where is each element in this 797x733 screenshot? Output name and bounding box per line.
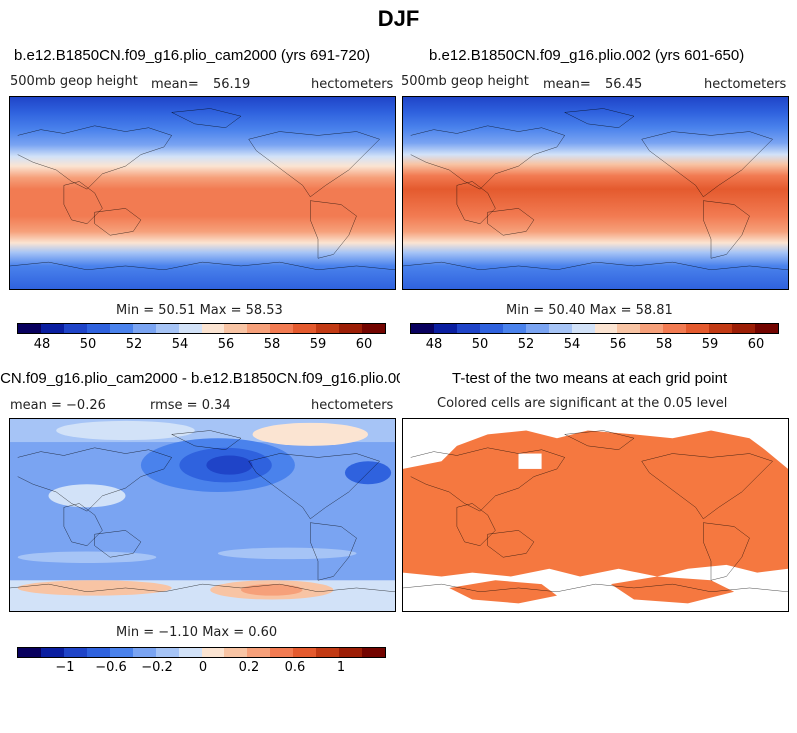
diff-tick: −0.2 <box>141 660 173 675</box>
panel-a-tick: 52 <box>125 337 143 352</box>
panel-b-mean: 56.45 <box>605 77 643 92</box>
panel-a-mean: 56.19 <box>213 77 251 92</box>
panel-b-tick: 56 <box>609 337 627 352</box>
panel-a-units: hectometers <box>311 77 394 92</box>
panel-b-tick: 60 <box>747 337 765 352</box>
diff-tick: 0.2 <box>238 660 260 675</box>
panel-b-tick: 59 <box>701 337 719 352</box>
panel-b-tick: 58 <box>655 337 673 352</box>
panel-b-units: hectometers <box>704 77 787 92</box>
panel-a-minmax: Min = 50.51 Max = 58.53 <box>116 303 283 318</box>
panel-a-title: b.e12.B1850CN.f09_g16.plio_cam2000 (yrs … <box>14 47 371 64</box>
diff-colorbar <box>17 647 386 658</box>
panel-a-tick: 58 <box>263 337 281 352</box>
panel-b-mean-label: mean= <box>543 77 591 92</box>
panel-a-map <box>9 96 396 290</box>
panel-a-tick: 56 <box>217 337 235 352</box>
panel-b-title: b.e12.B1850CN.f09_g16.plio.002 (yrs 601-… <box>429 47 745 64</box>
panel-a-tick: 59 <box>309 337 327 352</box>
panel-a-field: 500mb geop height <box>10 74 138 89</box>
panel-a-tick: 60 <box>355 337 373 352</box>
diff-tick: 1 <box>336 660 346 675</box>
panel-a-tick: 54 <box>171 337 189 352</box>
diff-rmse: rmse = 0.34 <box>150 398 231 413</box>
diff-map <box>9 418 396 612</box>
diff-mean: mean = −0.26 <box>10 398 106 413</box>
ttest-map <box>402 418 789 612</box>
panel-b-tick: 52 <box>517 337 535 352</box>
diff-tick: 0.6 <box>284 660 306 675</box>
panel-a-colorbar <box>17 323 386 334</box>
ttest-title: T-test of the two means at each grid poi… <box>452 370 728 387</box>
panel-b-map <box>402 96 789 290</box>
ttest-subtitle: Colored cells are significant at the 0.0… <box>437 396 728 411</box>
diff-title-clip: b.e12.B1850CN.f09_g16.plio_cam2000 - b.e… <box>0 370 400 392</box>
diff-title: b.e12.B1850CN.f09_g16.plio_cam2000 - b.e… <box>0 370 400 387</box>
diff-minmax: Min = −1.10 Max = 0.60 <box>116 625 278 640</box>
panel-b-tick: 48 <box>425 337 443 352</box>
panel-b-tick: 54 <box>563 337 581 352</box>
panel-b-minmax: Min = 50.40 Max = 58.81 <box>506 303 673 318</box>
panel-a-mean-label: mean= <box>151 77 199 92</box>
panel-b-colorbar <box>410 323 779 334</box>
figure-title: DJF <box>377 6 420 31</box>
diff-tick: −1 <box>55 660 75 675</box>
diff-tick: 0 <box>198 660 208 675</box>
panel-a-tick: 48 <box>33 337 51 352</box>
diff-tick: −0.6 <box>95 660 127 675</box>
panel-b-field: 500mb geop height <box>401 74 529 89</box>
panel-b-tick: 50 <box>471 337 489 352</box>
diff-units: hectometers <box>311 398 394 413</box>
panel-a-tick: 50 <box>79 337 97 352</box>
